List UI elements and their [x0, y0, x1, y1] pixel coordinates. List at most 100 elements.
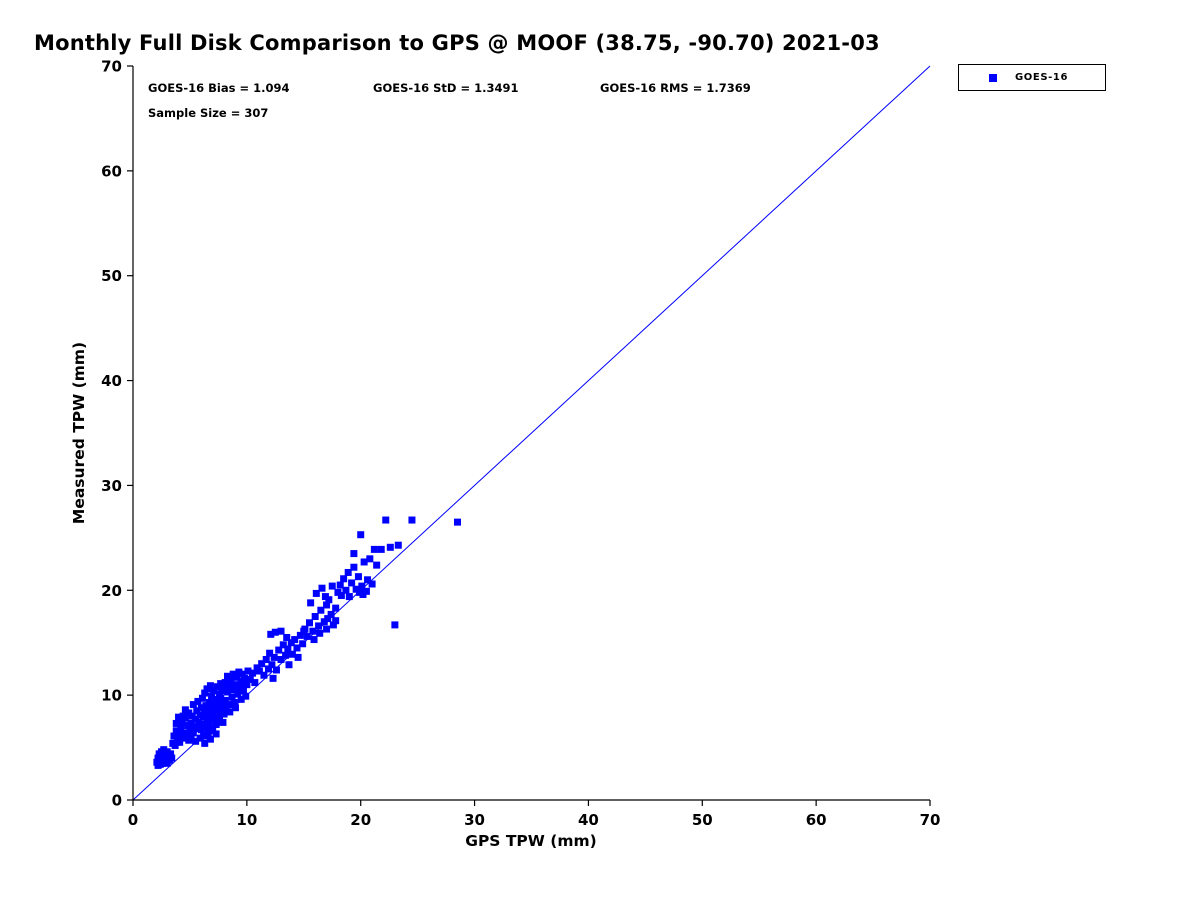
scatter-point — [168, 754, 176, 762]
scatter-point — [312, 589, 320, 597]
scatter-point — [357, 531, 365, 539]
scatter-point — [269, 674, 277, 682]
x-tick-label: 50 — [692, 811, 713, 829]
scatter-point — [225, 701, 233, 709]
stat-bias: GOES-16 Bias = 1.094 — [148, 81, 290, 95]
legend-box: GOES-16 — [958, 64, 1106, 91]
scatter-point — [291, 636, 299, 644]
scatter-point — [262, 655, 270, 663]
scatter-point — [310, 636, 318, 644]
scatter-point — [332, 617, 340, 625]
scatter-point — [220, 710, 228, 718]
scatter-point — [181, 706, 189, 714]
scatter-point — [167, 750, 175, 758]
scatter-point — [246, 675, 254, 683]
scatter-point — [285, 661, 293, 669]
scatter-point — [231, 681, 239, 689]
scatter-point — [277, 655, 285, 663]
x-tick-label: 40 — [578, 811, 599, 829]
scatter-point — [241, 674, 249, 682]
scatter-point — [172, 719, 180, 727]
scatter-point — [237, 695, 245, 703]
scatter-point — [178, 718, 186, 726]
scatter-point — [231, 704, 239, 712]
scatter-point — [336, 581, 344, 589]
scatter-point — [194, 697, 202, 705]
scatter-point — [394, 541, 402, 549]
scatter-point — [299, 640, 307, 648]
scatter-point — [251, 679, 259, 687]
scatter-point — [239, 687, 247, 695]
scatter-point — [321, 593, 329, 601]
y-tick-label: 40 — [101, 372, 122, 390]
scatter-point — [187, 734, 195, 742]
scatter-point — [227, 676, 235, 684]
scatter-point — [294, 653, 302, 661]
scatter-point — [323, 625, 331, 633]
y-tick-label: 70 — [101, 58, 122, 76]
legend-label: GOES-16 — [1015, 72, 1069, 83]
scatter-point — [303, 632, 311, 640]
scatter-point — [324, 615, 332, 623]
scatter-point — [217, 694, 225, 702]
scatter-point — [309, 627, 317, 635]
scatter-point — [192, 737, 200, 745]
scatter-point — [332, 604, 340, 612]
scatter-point — [233, 673, 241, 681]
scatter-point — [354, 573, 362, 581]
scatter-point — [293, 644, 301, 652]
scatter-point — [221, 696, 229, 704]
y-tick-label: 30 — [101, 477, 122, 495]
scatter-point — [214, 700, 222, 708]
scatter-point — [189, 729, 197, 737]
x-tick-label: 10 — [236, 811, 257, 829]
scatter-point — [212, 695, 220, 703]
scatter-point — [317, 606, 325, 614]
chart-title: Monthly Full Disk Comparison to GPS @ MO… — [34, 31, 880, 55]
scatter-point — [176, 738, 184, 746]
scatter-point — [179, 712, 187, 720]
scatter-point — [175, 730, 183, 738]
scatter-point — [177, 724, 185, 732]
scatter-point — [271, 628, 279, 636]
scatter-point — [366, 555, 374, 563]
stat-std: GOES-16 StD = 1.3491 — [373, 81, 519, 95]
scatter-point — [272, 666, 280, 674]
scatter-point — [201, 739, 209, 747]
scatter-point — [364, 576, 372, 584]
x-tick-label: 20 — [350, 811, 371, 829]
scatter-point — [208, 692, 216, 700]
scatter-point — [243, 681, 251, 689]
scatter-point — [213, 708, 221, 716]
scatter-point — [348, 579, 356, 587]
scatter-point — [224, 688, 232, 696]
scatter-point — [382, 516, 390, 524]
y-tick-label: 10 — [101, 687, 122, 705]
scatter-point — [238, 670, 246, 678]
scatter-point — [226, 708, 234, 716]
scatter-point — [368, 580, 376, 588]
scatter-point — [214, 716, 222, 724]
scatter-point — [218, 687, 226, 695]
scatter-point — [234, 690, 242, 698]
scatter-point — [260, 671, 268, 679]
scatter-point — [219, 718, 227, 726]
scatter-point — [189, 701, 197, 709]
scatter-point — [301, 625, 309, 633]
scatter-point — [206, 735, 214, 743]
scatter-point — [296, 631, 304, 639]
scatter-point — [216, 712, 224, 720]
scatter-point — [211, 704, 219, 712]
scatter-point — [258, 660, 266, 668]
scatter-point — [197, 704, 205, 712]
scatter-point — [205, 722, 213, 730]
scatter-point — [206, 705, 214, 713]
scatter-point — [229, 686, 237, 694]
scatter-point — [282, 651, 290, 659]
scatter-point — [342, 586, 350, 594]
x-tick-label: 60 — [806, 811, 827, 829]
scatter-point — [350, 550, 358, 558]
scatter-point — [328, 582, 336, 590]
